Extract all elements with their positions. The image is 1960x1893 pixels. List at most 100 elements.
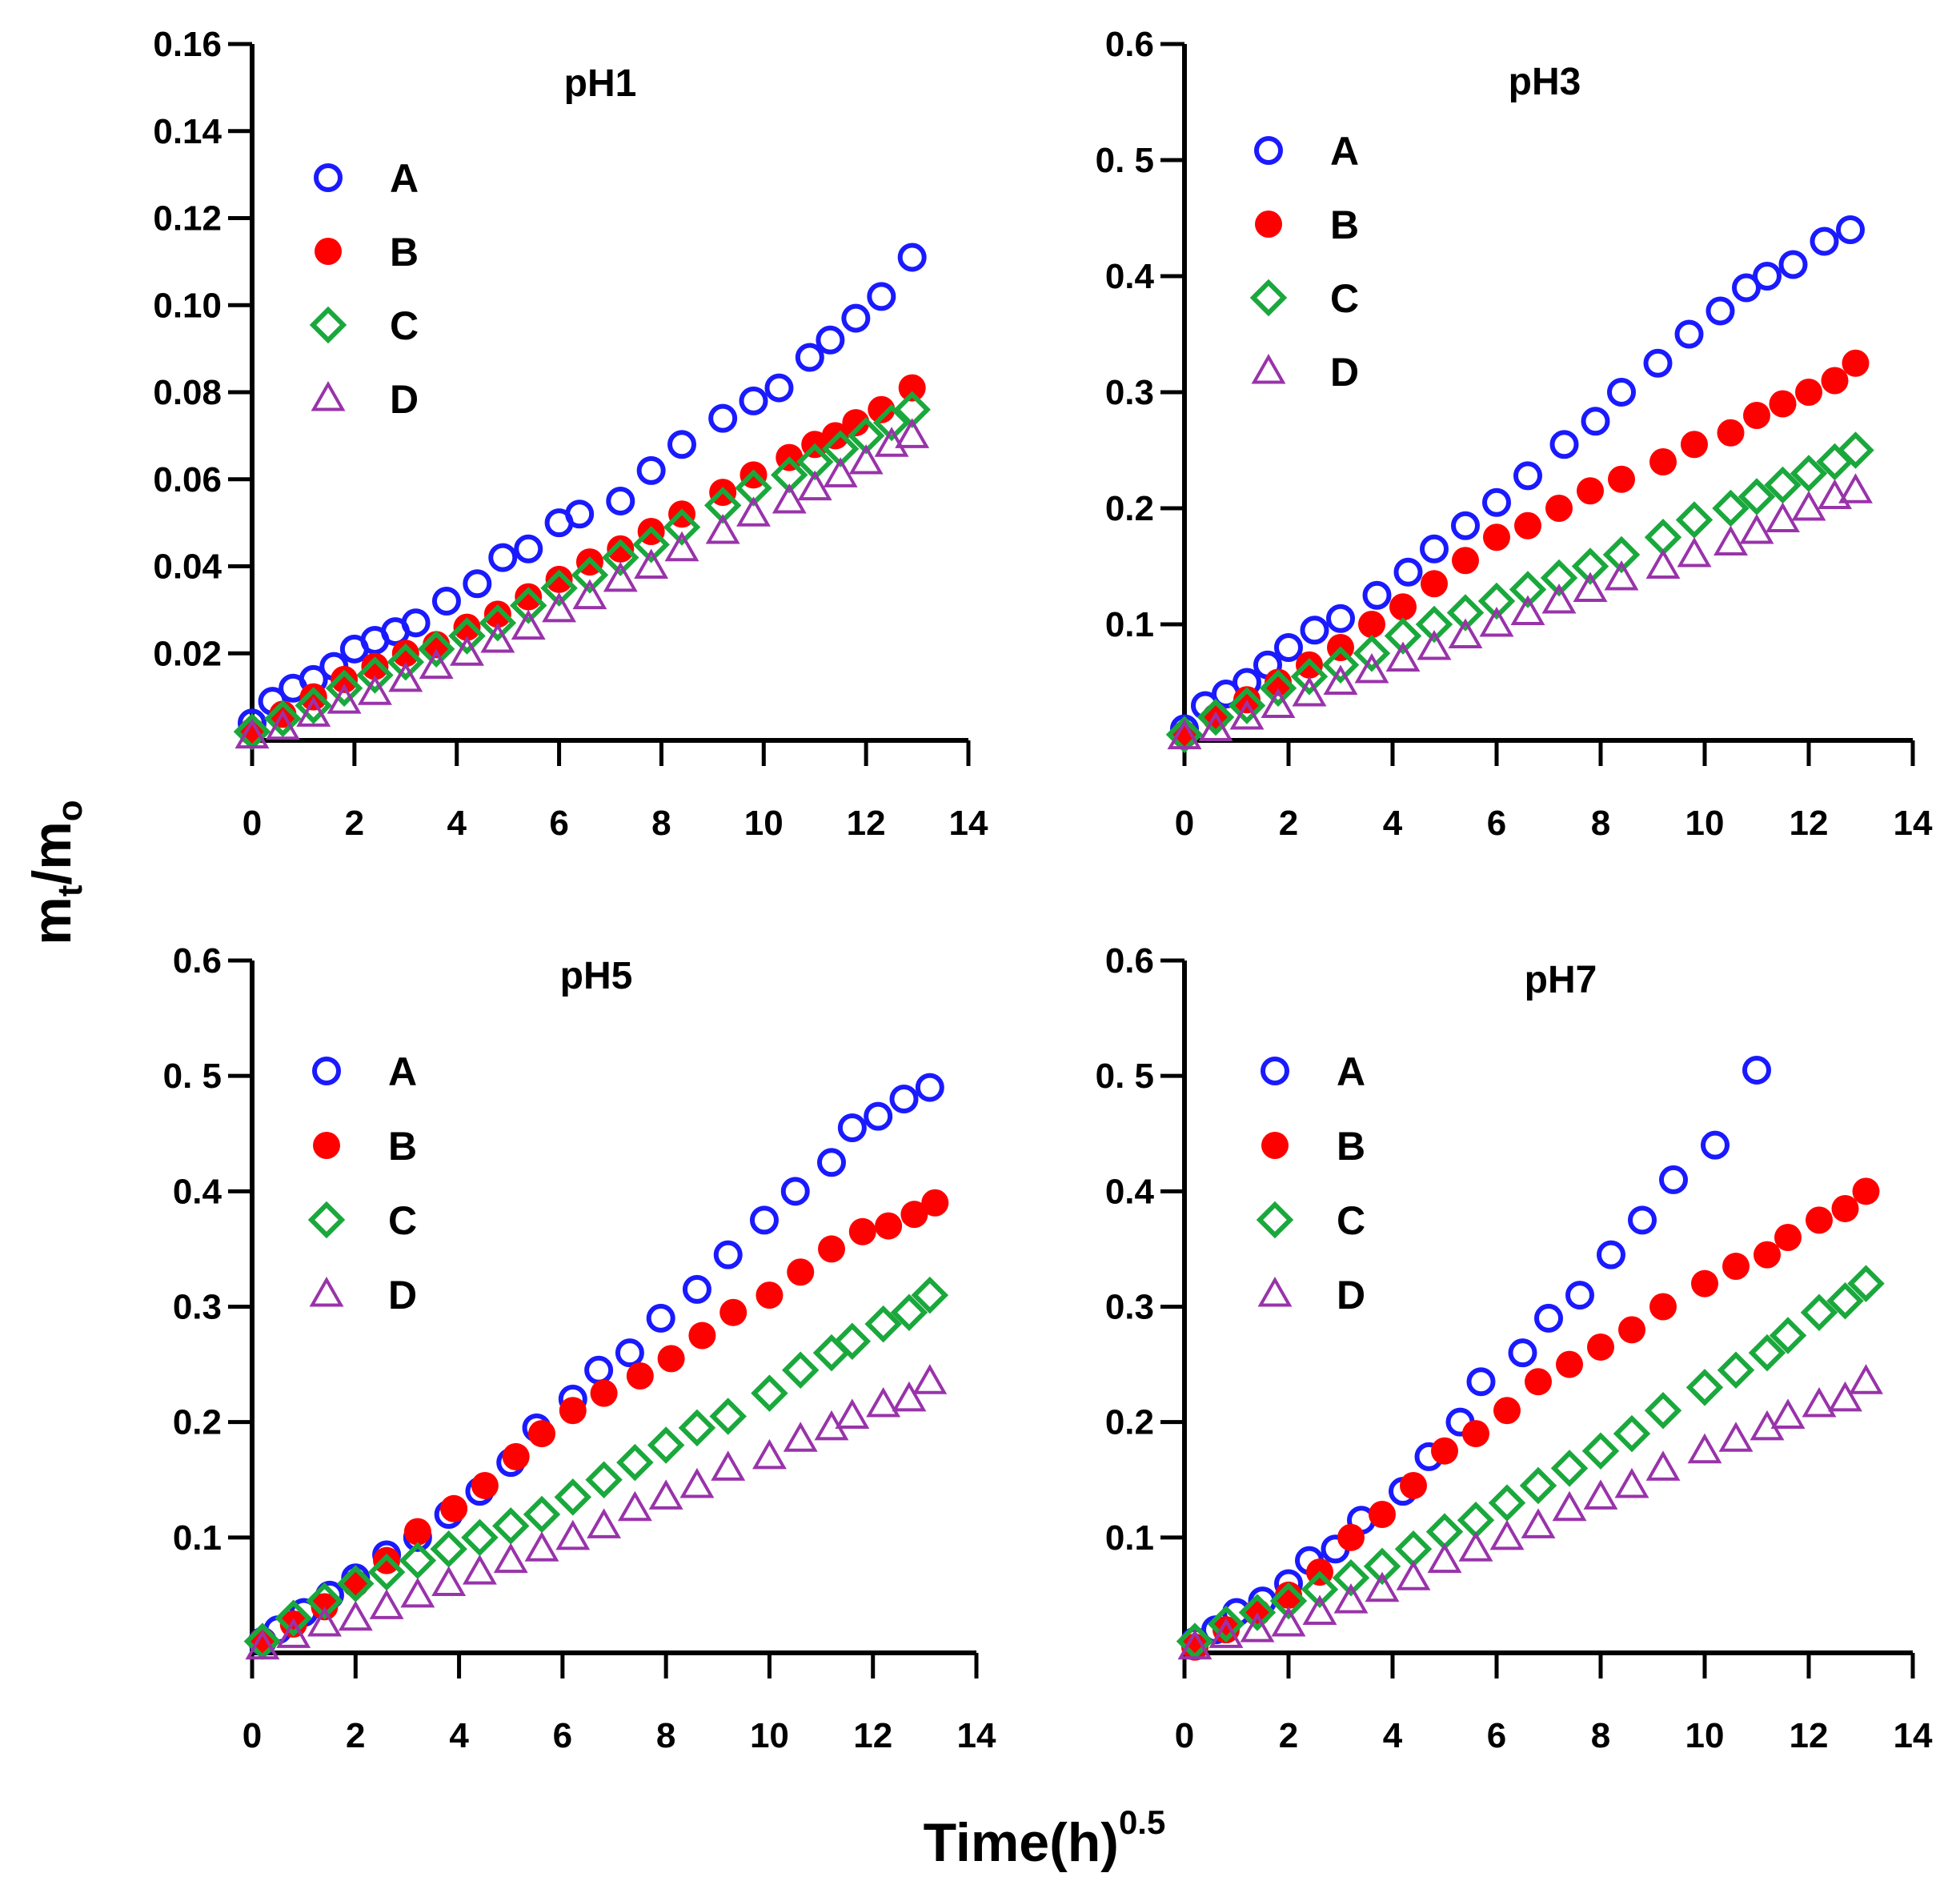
data-point-d: [664, 531, 699, 562]
data-point-c: [306, 1582, 343, 1620]
data-point-d: [1396, 1560, 1431, 1590]
series-c: [233, 391, 931, 751]
x-tick-label: 12: [1790, 804, 1829, 843]
data-point-c: [847, 417, 885, 455]
data-point-c: [325, 669, 363, 707]
data-point-b: [1717, 419, 1745, 447]
data-point-c: [275, 1599, 312, 1637]
data-point-b: [1587, 1333, 1614, 1361]
data-point-a: [1362, 580, 1392, 610]
data-point-d: [234, 718, 270, 749]
data-point-d: [1240, 1612, 1275, 1642]
x-tick-label: 0: [242, 1716, 262, 1755]
y-tick-label: 0.3: [1105, 373, 1154, 412]
data-point-a: [713, 1240, 743, 1269]
data-point-c: [771, 456, 808, 494]
data-point-d: [369, 1589, 404, 1619]
data-point-d: [866, 1387, 901, 1418]
data-point-b: [868, 395, 896, 423]
legend-marker-b-icon: [1261, 1132, 1289, 1159]
data-point-a: [1674, 319, 1704, 349]
data-point-d: [542, 592, 577, 623]
y-tick-label: 0.08: [153, 373, 222, 412]
data-point-c: [1571, 547, 1609, 585]
series-d: [1167, 473, 1873, 750]
data-point-b: [515, 583, 543, 611]
data-point-c: [295, 687, 332, 724]
series-b: [1171, 349, 1870, 748]
legend-marker-b-icon: [1255, 211, 1282, 238]
data-point-c: [1238, 1594, 1277, 1631]
y-tick-label: 0.6: [173, 941, 222, 981]
legend-marker-c-icon: [1249, 279, 1288, 317]
panel-ph1: 0.02 0.04 0.06 0.08 0.10 0.12 0.14 0.16 0 2 4 6 8 10 1…: [153, 25, 988, 843]
y-tick-label: 0.16: [153, 25, 222, 64]
data-point-b: [1608, 465, 1635, 493]
x-tick-label: 4: [1383, 804, 1403, 843]
y-tick-label: 0.02: [153, 634, 222, 673]
x-tick-label: 12: [853, 1716, 892, 1755]
data-point-a: [646, 1303, 675, 1333]
legend-marker-d-icon: [311, 380, 346, 411]
data-point-b: [590, 1379, 618, 1407]
series-c: [243, 1276, 949, 1660]
data-point-d: [1458, 1531, 1493, 1562]
data-point-d: [480, 622, 515, 653]
data-point-b: [559, 1397, 587, 1425]
x-tick-label: 8: [656, 1716, 675, 1755]
data-point-d: [1818, 479, 1852, 509]
data-point-c: [1269, 1582, 1308, 1620]
data-point-b: [1769, 390, 1797, 418]
data-point-a: [682, 1274, 711, 1304]
data-point-b: [1649, 448, 1677, 475]
data-point-b: [688, 1321, 716, 1350]
data-point-c: [448, 617, 486, 655]
x-tick-label: 14: [1894, 804, 1933, 843]
legend-label: D: [1337, 1273, 1365, 1317]
x-tick-label: 6: [553, 1716, 572, 1755]
data-point-b: [787, 1258, 815, 1286]
data-point-c: [647, 1426, 685, 1464]
legend-marker-a-icon: [312, 1057, 341, 1085]
legend-label: C: [390, 303, 419, 348]
y-tick-label: 0.2: [1105, 1403, 1154, 1442]
data-point-b: [1681, 431, 1708, 459]
data-point-d: [1645, 548, 1681, 579]
data-point-c: [491, 1507, 530, 1545]
data-point-d: [1489, 1519, 1525, 1550]
legend-label: A: [1337, 1049, 1365, 1094]
legend-label: A: [390, 156, 419, 201]
data-point-c: [1675, 501, 1713, 539]
data-point-a: [1836, 215, 1865, 244]
data-point-d: [357, 675, 392, 705]
data-point-a: [1451, 511, 1480, 540]
x-tick-label: 10: [1685, 1716, 1725, 1755]
data-point-c: [1457, 1501, 1495, 1539]
data-point-c: [1477, 582, 1516, 620]
data-point-b: [342, 1570, 370, 1598]
data-point-c: [387, 643, 425, 681]
legend-marker-a-icon: [314, 163, 343, 192]
data-point-a: [1701, 1130, 1730, 1160]
data-point-d: [1261, 688, 1296, 718]
data-point-d: [431, 1566, 467, 1596]
data-point-b: [1545, 495, 1573, 522]
legend-label: C: [1330, 276, 1359, 321]
data-point-d: [511, 609, 546, 640]
x-tick-label: 6: [1487, 1716, 1506, 1755]
legend-marker-d-icon: [1251, 353, 1286, 384]
x-tick-label: 8: [1591, 1716, 1610, 1755]
data-point-d: [1583, 1479, 1618, 1510]
data-point-d: [634, 548, 669, 579]
data-point-d: [705, 513, 740, 544]
data-point-c: [523, 1495, 561, 1534]
data-point-a: [1420, 534, 1449, 563]
data-point-b: [1265, 668, 1292, 696]
data-point-a: [867, 282, 896, 311]
data-point-b: [1493, 1397, 1521, 1425]
y-tick-label: 0.1: [1105, 605, 1154, 644]
data-point-b: [1743, 402, 1770, 429]
data-point-d: [307, 1606, 342, 1637]
data-point-a: [1810, 227, 1839, 256]
x-tick-label: 0: [1175, 804, 1194, 843]
